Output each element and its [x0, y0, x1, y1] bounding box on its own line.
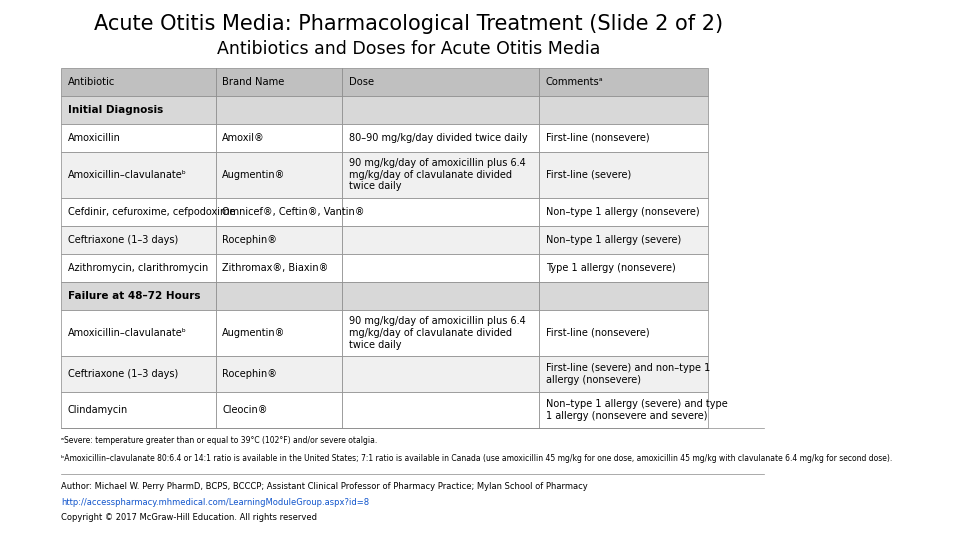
FancyBboxPatch shape	[216, 152, 343, 198]
Text: Ceftriaxone (1–3 days): Ceftriaxone (1–3 days)	[68, 369, 178, 379]
Text: Non–type 1 allergy (nonsevere): Non–type 1 allergy (nonsevere)	[545, 207, 699, 217]
Text: 90 mg/kg/day of amoxicillin plus 6.4
mg/kg/day of clavulanate divided
twice dail: 90 mg/kg/day of amoxicillin plus 6.4 mg/…	[348, 316, 525, 349]
FancyBboxPatch shape	[539, 282, 708, 310]
Text: First-line (severe): First-line (severe)	[545, 170, 631, 180]
Text: Non–type 1 allergy (severe) and type
1 allergy (nonsevere and severe): Non–type 1 allergy (severe) and type 1 a…	[545, 400, 728, 421]
FancyBboxPatch shape	[216, 356, 343, 392]
FancyBboxPatch shape	[61, 96, 216, 124]
Text: First-line (nonsevere): First-line (nonsevere)	[545, 133, 649, 143]
FancyBboxPatch shape	[216, 198, 343, 226]
FancyBboxPatch shape	[61, 152, 216, 198]
FancyBboxPatch shape	[216, 310, 343, 356]
Text: Amoxicillin–clavulanateᵇ: Amoxicillin–clavulanateᵇ	[68, 170, 186, 180]
FancyBboxPatch shape	[216, 254, 343, 282]
Text: Antibiotics and Doses for Acute Otitis Media: Antibiotics and Doses for Acute Otitis M…	[217, 40, 600, 58]
FancyBboxPatch shape	[216, 392, 343, 428]
FancyBboxPatch shape	[539, 124, 708, 152]
FancyBboxPatch shape	[216, 282, 343, 310]
FancyBboxPatch shape	[539, 198, 708, 226]
FancyBboxPatch shape	[216, 68, 343, 96]
FancyBboxPatch shape	[61, 198, 216, 226]
FancyBboxPatch shape	[343, 152, 539, 198]
FancyBboxPatch shape	[539, 254, 708, 282]
FancyBboxPatch shape	[539, 226, 708, 254]
FancyBboxPatch shape	[343, 124, 539, 152]
Text: Copyright © 2017 McGraw-Hill Education. All rights reserved: Copyright © 2017 McGraw-Hill Education. …	[61, 513, 317, 522]
Text: Cefdinir, cefuroxime, cefpodoxime: Cefdinir, cefuroxime, cefpodoxime	[68, 207, 235, 217]
Text: Augmentin®: Augmentin®	[223, 328, 286, 338]
FancyBboxPatch shape	[343, 96, 539, 124]
Text: Acute Otitis Media: Pharmacological Treatment (Slide 2 of 2): Acute Otitis Media: Pharmacological Trea…	[94, 14, 723, 33]
FancyBboxPatch shape	[539, 152, 708, 198]
FancyBboxPatch shape	[343, 392, 539, 428]
Text: http://accesspharmacy.mhmedical.com/LearningModuleGroup.aspx?id=8: http://accesspharmacy.mhmedical.com/Lear…	[61, 498, 370, 507]
Text: Azithromycin, clarithromycin: Azithromycin, clarithromycin	[68, 263, 208, 273]
FancyBboxPatch shape	[343, 254, 539, 282]
Text: Rocephin®: Rocephin®	[223, 235, 277, 245]
Text: Type 1 allergy (nonsevere): Type 1 allergy (nonsevere)	[545, 263, 675, 273]
FancyBboxPatch shape	[61, 124, 216, 152]
FancyBboxPatch shape	[343, 198, 539, 226]
FancyBboxPatch shape	[61, 226, 216, 254]
Text: Augmentin®: Augmentin®	[223, 170, 286, 180]
Text: Author: Michael W. Perry PharmD, BCPS, BCCCP; Assistant Clinical Professor of Ph: Author: Michael W. Perry PharmD, BCPS, B…	[61, 482, 588, 491]
FancyBboxPatch shape	[216, 226, 343, 254]
Text: First-line (severe) and non–type 1
allergy (nonsevere): First-line (severe) and non–type 1 aller…	[545, 363, 709, 385]
Text: Brand Name: Brand Name	[223, 77, 285, 86]
FancyBboxPatch shape	[61, 282, 216, 310]
Text: Antibiotic: Antibiotic	[68, 77, 115, 86]
FancyBboxPatch shape	[539, 310, 708, 356]
FancyBboxPatch shape	[216, 96, 343, 124]
FancyBboxPatch shape	[216, 124, 343, 152]
FancyBboxPatch shape	[343, 356, 539, 392]
Text: ᵇAmoxicillin–clavulanate 80:6.4 or 14:1 ratio is available in the United States;: ᵇAmoxicillin–clavulanate 80:6.4 or 14:1 …	[61, 454, 893, 463]
FancyBboxPatch shape	[343, 282, 539, 310]
Text: 90 mg/kg/day of amoxicillin plus 6.4
mg/kg/day of clavulanate divided
twice dail: 90 mg/kg/day of amoxicillin plus 6.4 mg/…	[348, 158, 525, 191]
FancyBboxPatch shape	[343, 310, 539, 356]
Text: Dose: Dose	[348, 77, 374, 86]
Text: 80–90 mg/kg/day divided twice daily: 80–90 mg/kg/day divided twice daily	[348, 133, 527, 143]
Text: Amoxicillin–clavulanateᵇ: Amoxicillin–clavulanateᵇ	[68, 328, 186, 338]
FancyBboxPatch shape	[61, 310, 216, 356]
FancyBboxPatch shape	[61, 392, 216, 428]
Text: Amoxil®: Amoxil®	[223, 133, 265, 143]
Text: Initial Diagnosis: Initial Diagnosis	[68, 105, 163, 114]
Text: Clindamycin: Clindamycin	[68, 405, 128, 415]
Text: Zithromax®, Biaxin®: Zithromax®, Biaxin®	[223, 263, 328, 273]
FancyBboxPatch shape	[539, 356, 708, 392]
FancyBboxPatch shape	[343, 226, 539, 254]
FancyBboxPatch shape	[61, 68, 216, 96]
FancyBboxPatch shape	[539, 96, 708, 124]
Text: Amoxicillin: Amoxicillin	[68, 133, 121, 143]
FancyBboxPatch shape	[61, 356, 216, 392]
Text: Omnicef®, Ceftin®, Vantin®: Omnicef®, Ceftin®, Vantin®	[223, 207, 365, 217]
Text: Rocephin®: Rocephin®	[223, 369, 277, 379]
FancyBboxPatch shape	[539, 68, 708, 96]
Text: Commentsᵃ: Commentsᵃ	[545, 77, 603, 86]
Text: Ceftriaxone (1–3 days): Ceftriaxone (1–3 days)	[68, 235, 178, 245]
Text: Non–type 1 allergy (severe): Non–type 1 allergy (severe)	[545, 235, 681, 245]
Text: ᵃSevere: temperature greater than or equal to 39°C (102°F) and/or severe otalgia: ᵃSevere: temperature greater than or equ…	[61, 436, 377, 446]
FancyBboxPatch shape	[61, 254, 216, 282]
Text: Cleocin®: Cleocin®	[223, 405, 268, 415]
Text: First-line (nonsevere): First-line (nonsevere)	[545, 328, 649, 338]
FancyBboxPatch shape	[343, 68, 539, 96]
FancyBboxPatch shape	[539, 392, 708, 428]
Text: Failure at 48–72 Hours: Failure at 48–72 Hours	[68, 291, 201, 301]
